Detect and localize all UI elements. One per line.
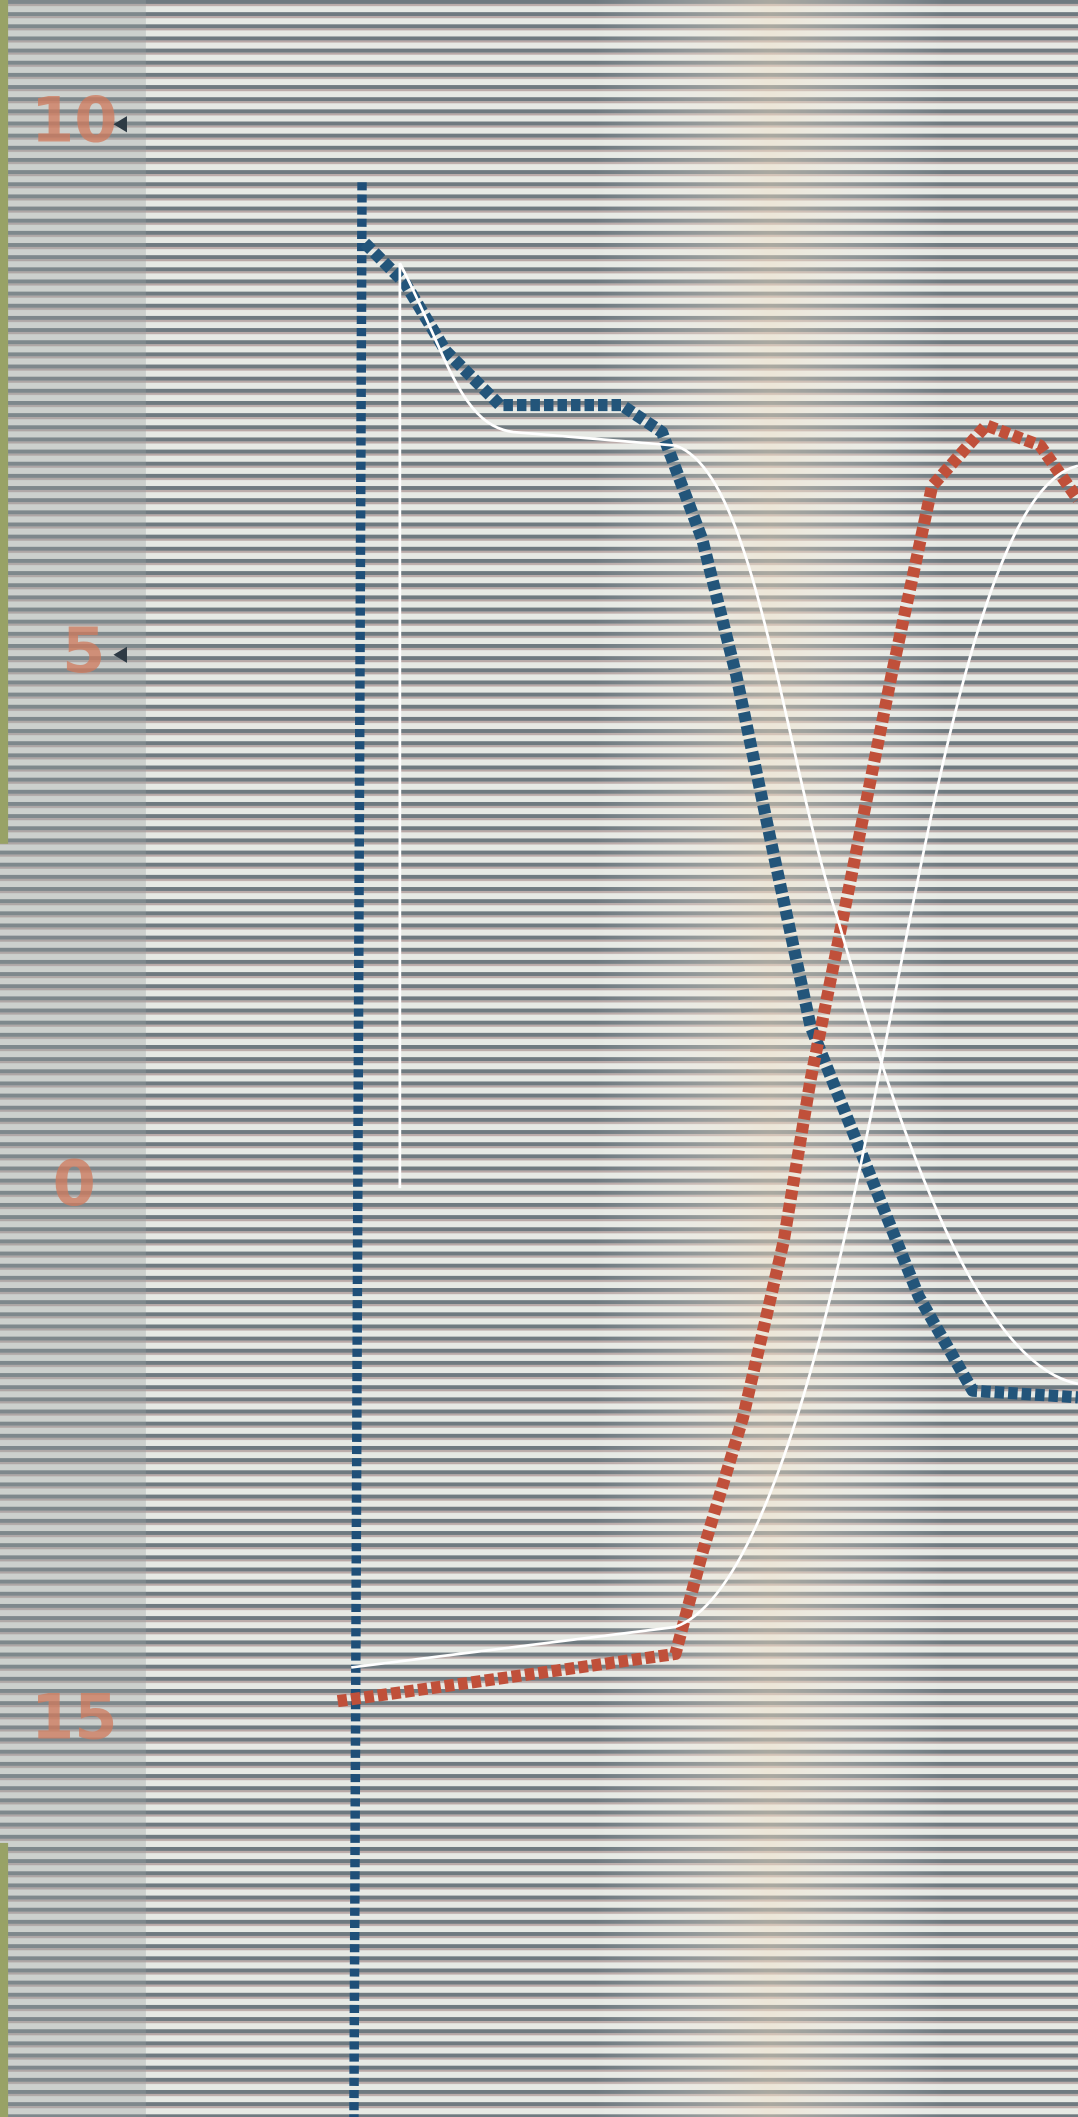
blue-curve: [360, 238, 1078, 1404]
label-column: [0, 0, 146, 2117]
red-curve: [336, 419, 1078, 1708]
screen-glare: [594, 0, 946, 2117]
y-axis-line: [349, 182, 367, 2117]
axis-label: 0: [53, 1147, 96, 1220]
axis-label: 15: [31, 1681, 117, 1754]
bezel-strip: [0, 0, 9, 844]
axis-label: 5: [62, 614, 105, 687]
bezel-strip: [0, 1842, 9, 2117]
white-overlay-curve: [398, 262, 1078, 1386]
axis-label: 10: [31, 83, 117, 156]
white-overlay-curve: [351, 464, 1078, 1669]
